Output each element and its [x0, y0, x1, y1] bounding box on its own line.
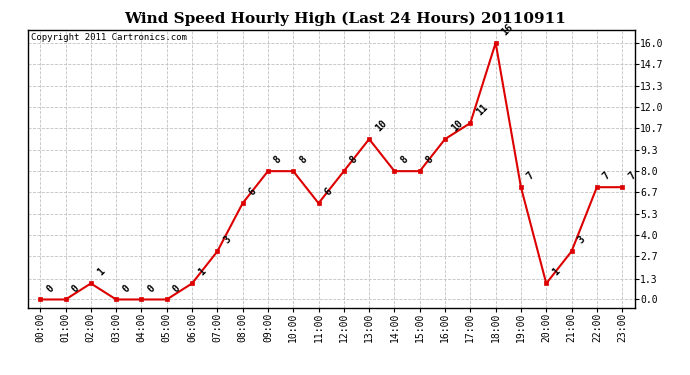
Text: 3: 3	[575, 235, 587, 246]
Text: 16: 16	[500, 22, 515, 37]
Text: 0: 0	[146, 283, 157, 294]
Text: 8: 8	[399, 154, 410, 166]
Text: 11: 11	[475, 102, 490, 117]
Text: 6: 6	[247, 186, 258, 198]
Text: 6: 6	[323, 186, 334, 198]
Text: 8: 8	[272, 154, 284, 166]
Text: 10: 10	[449, 118, 464, 134]
Text: 8: 8	[348, 154, 359, 166]
Text: 1: 1	[196, 267, 208, 278]
Text: Copyright 2011 Cartronics.com: Copyright 2011 Cartronics.com	[30, 33, 186, 42]
Text: 7: 7	[627, 170, 638, 182]
Text: 0: 0	[171, 283, 182, 294]
Text: 0: 0	[70, 283, 81, 294]
Text: 8: 8	[297, 154, 308, 166]
Text: Wind Speed Hourly High (Last 24 Hours) 20110911: Wind Speed Hourly High (Last 24 Hours) 2…	[124, 11, 566, 26]
Text: 10: 10	[373, 118, 388, 134]
Text: 1: 1	[551, 267, 562, 278]
Text: 3: 3	[221, 235, 233, 246]
Text: 7: 7	[525, 170, 536, 182]
Text: 1: 1	[95, 267, 106, 278]
Text: 0: 0	[120, 283, 132, 294]
Text: 8: 8	[424, 154, 435, 166]
Text: 0: 0	[44, 283, 56, 294]
Text: 7: 7	[601, 170, 612, 182]
